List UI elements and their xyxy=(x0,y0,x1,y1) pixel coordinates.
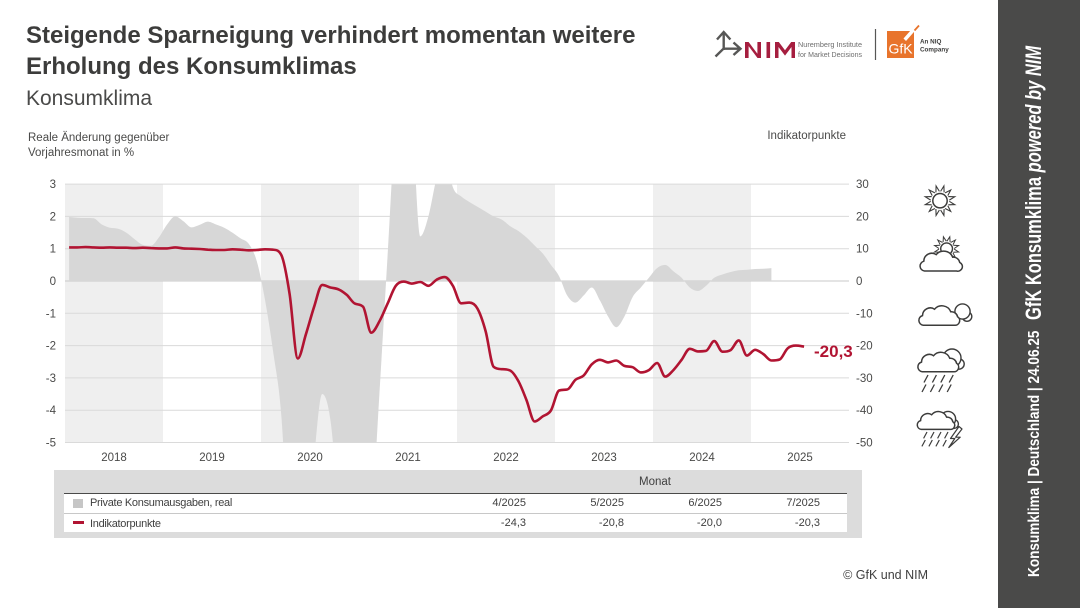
svg-text:1: 1 xyxy=(50,244,56,256)
svg-text:Company: Company xyxy=(920,47,949,54)
svg-text:2: 2 xyxy=(50,211,56,223)
svg-text:Nuremberg Institute: Nuremberg Institute xyxy=(798,42,862,49)
svg-text:2020: 2020 xyxy=(297,452,323,464)
svg-text:GfK: GfK xyxy=(889,41,914,57)
svg-text:-4: -4 xyxy=(46,405,57,417)
svg-text:0: 0 xyxy=(856,276,862,288)
svg-text:2021: 2021 xyxy=(395,452,421,464)
svg-text:0: 0 xyxy=(50,276,56,288)
svg-text:-20: -20 xyxy=(856,341,873,353)
svg-text:10: 10 xyxy=(856,244,869,256)
svg-text:2024: 2024 xyxy=(689,452,715,464)
svg-text:-1: -1 xyxy=(46,308,56,320)
svg-text:2022: 2022 xyxy=(493,452,519,464)
svg-text:An NIQ: An NIQ xyxy=(920,39,941,46)
svg-text:-10: -10 xyxy=(856,308,873,320)
svg-text:2023: 2023 xyxy=(591,452,617,464)
svg-text:-30: -30 xyxy=(856,373,873,385)
svg-text:-2: -2 xyxy=(46,341,56,353)
svg-text:-40: -40 xyxy=(856,405,873,417)
svg-text:30: 30 xyxy=(856,179,869,191)
svg-text:-5: -5 xyxy=(46,438,56,450)
svg-text:2018: 2018 xyxy=(101,452,127,464)
svg-text:2019: 2019 xyxy=(199,452,225,464)
svg-text:3: 3 xyxy=(50,179,56,191)
svg-text:20: 20 xyxy=(856,211,869,223)
svg-text:for Market Decisions: for Market Decisions xyxy=(798,52,863,59)
svg-text:-3: -3 xyxy=(46,373,56,385)
svg-text:2025: 2025 xyxy=(787,452,813,464)
svg-text:-50: -50 xyxy=(856,438,873,450)
